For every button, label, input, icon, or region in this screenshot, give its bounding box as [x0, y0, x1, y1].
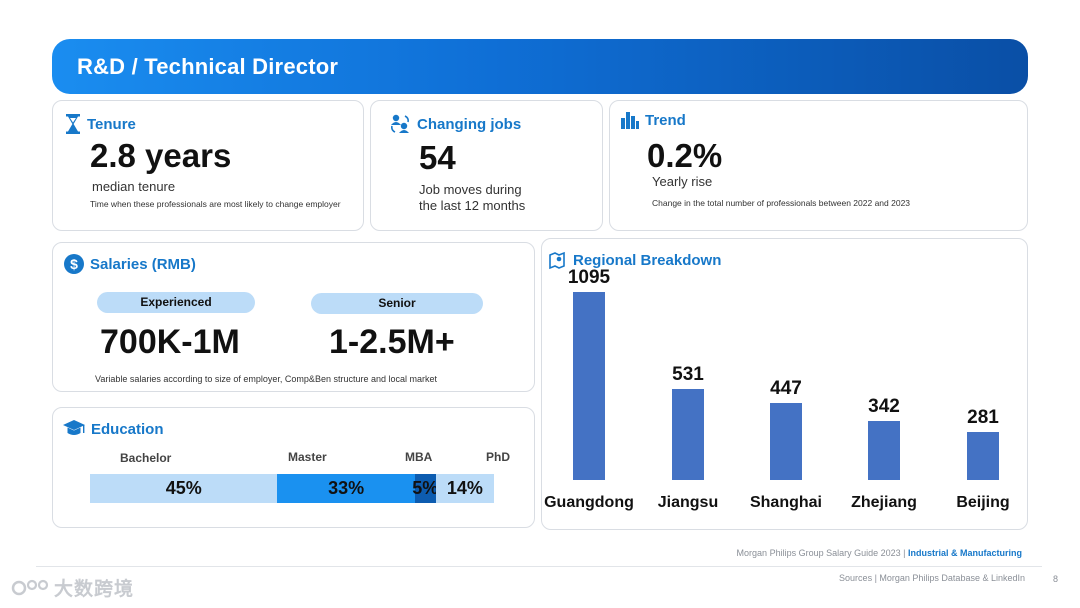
education-label: Education — [91, 420, 164, 438]
experienced-pill: Experienced — [97, 292, 255, 313]
bar-category-label: Beijing — [956, 494, 1010, 511]
experienced-salary-value: 700K-1M — [100, 323, 240, 361]
edu-segment-master: 33% — [277, 474, 415, 503]
trend-card: Trend 0.2% Yearly rise Change in the tot… — [609, 100, 1028, 231]
regional-breakdown-card: Regional Breakdown — [541, 238, 1028, 530]
trend-label: Trend — [645, 112, 686, 129]
bar-jiangsu — [672, 388, 704, 480]
edu-label-phd: PhD — [486, 450, 510, 464]
bar-guangdong — [573, 292, 605, 480]
tenure-label: Tenure — [87, 115, 136, 133]
bar-chart-icon — [621, 112, 639, 129]
changing-jobs-card: Changing jobs 54 Job moves during the la… — [370, 100, 603, 231]
watermark-text: 大数跨境 — [54, 579, 135, 600]
footer-guide: Morgan Philips Group Salary Guide 2023 |… — [737, 548, 1022, 558]
bar-value-label: 342 — [868, 396, 900, 418]
salaries-card: $ Salaries (RMB) Experienced Senior 700K… — [52, 242, 535, 392]
title-banner: R&D / Technical Director — [52, 39, 1028, 94]
edu-segment-mba: 5% — [412, 474, 438, 503]
page-number: 8 — [1052, 574, 1058, 584]
bar-value-label: 531 — [672, 363, 704, 385]
senior-pill: Senior — [311, 293, 483, 314]
bar-category-label: Zhejiang — [851, 494, 917, 511]
svg-text:$: $ — [70, 256, 78, 272]
bar-shanghai — [770, 403, 802, 480]
edu-label-master: Master — [288, 450, 327, 464]
tenure-header: Tenure — [65, 114, 136, 134]
changing-jobs-header: Changing jobs — [389, 113, 521, 135]
page-title: R&D / Technical Director — [77, 53, 339, 79]
bar-category-label: Jiangsu — [657, 494, 719, 511]
tenure-note: Time when these professionals are most l… — [90, 199, 341, 209]
trend-value: 0.2% — [647, 137, 723, 174]
edu-segment-bachelor: 45% — [90, 474, 278, 503]
watermark-logo-icon — [10, 578, 50, 598]
changing-jobs-label: Changing jobs — [417, 115, 522, 133]
salaries-label: Salaries (RMB) — [90, 255, 196, 273]
bar-value-label: 281 — [967, 406, 999, 428]
salaries-note: Variable salaries according to size of e… — [95, 374, 437, 384]
bar-value-label: 1095 — [567, 267, 611, 288]
changing-jobs-caption-line1: Job moves during — [419, 182, 522, 197]
footer-guide-text: Morgan Philips Group Salary Guide 2023 | — [736, 548, 908, 558]
education-header: Education — [63, 419, 164, 439]
footer-sources: Sources | Morgan Philips Database & Link… — [839, 573, 1025, 583]
edu-label-bachelor: Bachelor — [120, 451, 172, 465]
bar-zhejiang — [868, 421, 900, 480]
bar-value-label: 447 — [770, 378, 802, 400]
map-icon — [547, 250, 567, 270]
edu-label-mba: MBA — [405, 450, 433, 464]
tenure-caption: median tenure — [92, 179, 176, 194]
senior-salary-value: 1-2.5M+ — [329, 323, 455, 361]
footer-divider — [36, 566, 1042, 567]
graduation-cap-icon — [63, 419, 85, 439]
trend-note: Change in the total number of profession… — [652, 198, 911, 208]
bar-category-label: Shanghai — [749, 494, 822, 511]
hourglass-icon — [65, 114, 81, 134]
edu-segment-phd: 14% — [435, 474, 494, 503]
footer-sector: Industrial & Manufacturing — [907, 548, 1022, 558]
dollar-icon: $ — [64, 254, 84, 274]
trend-header: Trend — [621, 112, 686, 129]
bar-beijing — [967, 431, 999, 480]
changing-jobs-caption-line2: the last 12 months — [419, 198, 526, 213]
bar-category-label: Guangdong — [544, 494, 634, 511]
people-exchange-icon — [389, 113, 411, 135]
salaries-header: $ Salaries (RMB) — [64, 254, 196, 274]
tenure-card: Tenure 2.8 years median tenure Time when… — [52, 100, 364, 231]
education-card — [52, 407, 535, 528]
trend-caption: Yearly rise — [652, 174, 713, 189]
tenure-value: 2.8 years — [90, 137, 232, 174]
regional-breakdown-title: Regional Breakdown — [573, 251, 722, 269]
regional-breakdown-header: Regional Breakdown — [547, 250, 721, 270]
changing-jobs-value: 54 — [419, 139, 456, 176]
watermark: 大数跨境 — [10, 574, 134, 601]
